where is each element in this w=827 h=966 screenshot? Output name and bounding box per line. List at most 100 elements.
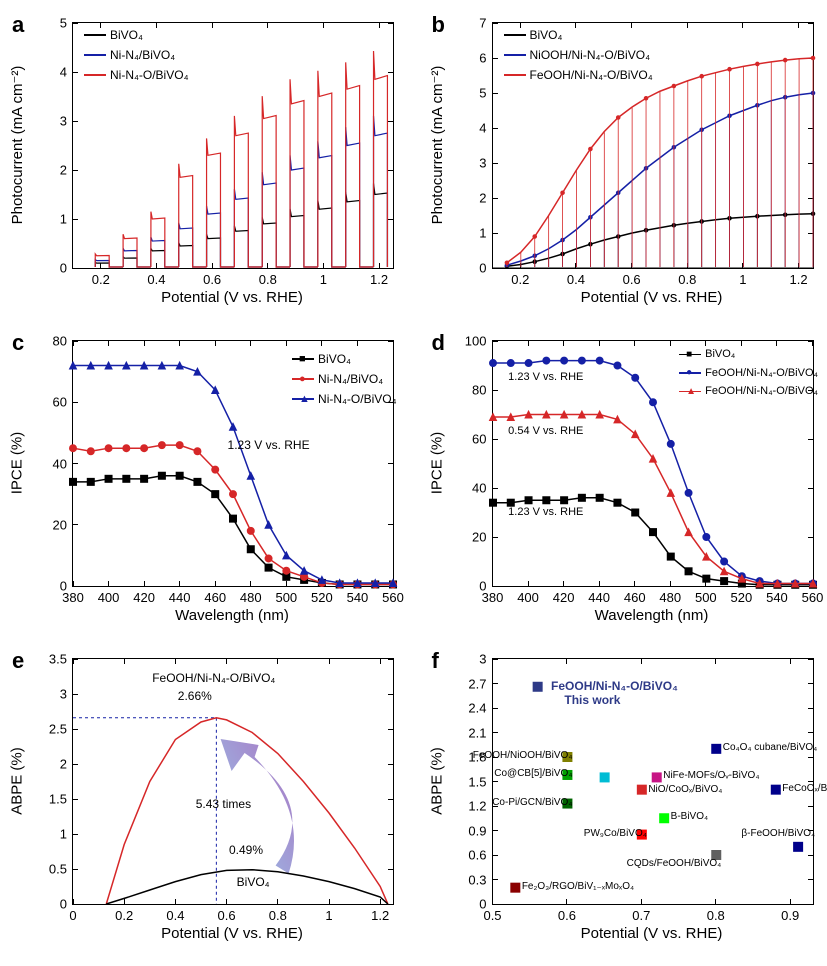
annotation: 1.23 V vs. RHE [228,438,310,452]
x-tick-label: 540 [766,590,788,605]
y-tick-label: 5 [479,86,486,101]
y-tick-label: 7 [479,16,486,31]
x-tick-label: 1 [739,272,746,287]
annotation: FeOOH/Ni-N₄-O/BiVO₄ [152,671,275,685]
legend-label: Ni-N₄-O/BiVO₄ [110,66,188,84]
x-tick-label: 0.9 [781,908,799,923]
x-tick-label: 1.2 [790,272,808,287]
annotation: 5.43 times [196,797,251,811]
y-tick-label: 4 [60,65,67,80]
x-tick-label: 0.4 [166,908,184,923]
scatter-label: FeOOH/NiOOH/BiVO₄ [473,750,573,761]
panel-c: c380400420440460480500520540560020406080… [10,328,418,638]
y-tick-label: 1.5 [468,774,486,789]
x-tick-label: 480 [659,590,681,605]
x-tick-label: 0.8 [269,908,287,923]
annotation: BiVO₄ [237,875,270,889]
panel-f: f0.50.60.70.80.900.30.60.91.21.51.82.12.… [430,646,827,956]
y-tick-label: 0 [479,579,486,594]
y-tick-label: 0.5 [49,862,67,877]
y-axis-label: Photocurrent (mA cm⁻²) [8,65,26,224]
scatter-label: Co-Pi/GCN/BiVO₄ [492,797,572,808]
x-tick-label: 0.4 [147,272,165,287]
x-tick-label: 400 [98,590,120,605]
y-tick-label: 5 [60,16,67,31]
panel-label: e [12,648,24,674]
x-axis-label: Wavelength (nm) [175,607,289,624]
y-tick-label: 0.6 [468,848,486,863]
plot-svg [73,659,393,904]
y-axis-label: Photocurrent (mA cm⁻²) [428,65,446,224]
panel-d: d380400420440460480500520540560020406080… [430,328,827,638]
y-tick-label: 2 [60,757,67,772]
x-axis-label: Potential (V vs. RHE) [581,925,723,942]
annotation: 1.23 V vs. RHE [508,506,583,518]
x-tick-label: 0.4 [567,272,585,287]
annotation: 1.23 V vs. RHE [508,371,583,383]
legend: BiVO₄ Ni-N₄/BiVO₄ Ni-N₄-O/BiVO₄ [84,26,188,86]
x-tick-label: 0.6 [558,908,576,923]
y-tick-label: 1.5 [49,792,67,807]
legend: ■BiVO₄●FeOOH/Ni-N₄-O/BiVO₄▲FeOOH/Ni-N₄-O… [679,346,818,402]
x-tick-label: 0.2 [92,272,110,287]
y-axis-label: ABPE (%) [9,747,26,815]
y-tick-label: 1 [479,226,486,241]
y-tick-label: 80 [472,383,486,398]
x-tick-label: 0.6 [623,272,641,287]
scatter-label: PW₉Co/BiVO₄ [584,828,647,839]
panel-label: c [12,330,24,356]
y-tick-label: 3 [60,114,67,129]
y-tick-label: 20 [472,530,486,545]
x-tick-label: 460 [204,590,226,605]
legend-label: Ni-N₄/BiVO₄ [110,46,175,64]
x-tick-label: 0.2 [511,272,529,287]
y-tick-label: 2.7 [468,676,486,691]
y-tick-label: 40 [472,481,486,496]
annotation: 0.49% [229,843,263,857]
legend-label: Ni-N₄/BiVO₄ [318,370,383,388]
annotation: 2.66% [178,689,212,703]
x-tick-label: 1 [320,272,327,287]
x-tick-label: 500 [695,590,717,605]
y-tick-label: 60 [53,395,67,410]
x-tick-label: 0.6 [218,908,236,923]
y-tick-label: 100 [465,334,487,349]
scatter-label: Co@CB[5]/BiVO₄ [494,768,572,779]
x-tick-label: 500 [275,590,297,605]
panel-label: d [432,330,445,356]
x-tick-label: 440 [588,590,610,605]
y-tick-label: 3 [60,687,67,702]
x-tick-label: 0.7 [632,908,650,923]
y-tick-label: 2.4 [468,701,486,716]
highlight-label: FeOOH/Ni-N₄-O/BiVO₄ This work [551,679,678,707]
legend-label: BiVO₄ [318,350,351,368]
y-tick-label: 20 [53,517,67,532]
legend: BiVO₄NiOOH/Ni-N₄-O/BiVO₄FeOOH/Ni-N₄-O/Bi… [504,26,653,86]
scatter-label: B-BiVO₄ [671,811,708,822]
y-tick-label: 2.5 [49,722,67,737]
x-axis-label: Potential (V vs. RHE) [161,925,303,942]
x-tick-label: 0.8 [707,908,725,923]
x-tick-label: 1.2 [371,908,389,923]
y-tick-label: 2.1 [468,725,486,740]
legend-label: BiVO₄ [110,26,143,44]
plot-area: 00.20.40.60.811.200.511.522.533.5 [72,658,394,905]
panel-label: a [12,12,24,38]
scatter-label: Fe₂O₃/RGO/BiV₁₋ₓMoₓO₄ [522,881,634,892]
legend-label: BiVO₄ [530,26,563,44]
y-tick-label: 0.3 [468,872,486,887]
x-tick-label: 540 [347,590,369,605]
legend-label: FeOOH/Ni-N₄-O/BiVO₄ [705,365,818,382]
legend-label: FeOOH/Ni-N₄-O/BiVO₄ [530,66,653,84]
scatter-label: NiO/CoOₓ/BiVO₄ [648,784,722,795]
y-tick-label: 6 [479,51,486,66]
y-tick-label: 1 [60,212,67,227]
y-tick-label: 3 [479,652,486,667]
x-tick-label: 440 [169,590,191,605]
x-axis-label: Potential (V vs. RHE) [581,289,723,306]
x-tick-label: 0.8 [259,272,277,287]
legend-label: BiVO₄ [705,346,735,363]
panel-label: b [432,12,445,38]
x-tick-label: 0 [69,908,76,923]
y-tick-label: 3.5 [49,652,67,667]
